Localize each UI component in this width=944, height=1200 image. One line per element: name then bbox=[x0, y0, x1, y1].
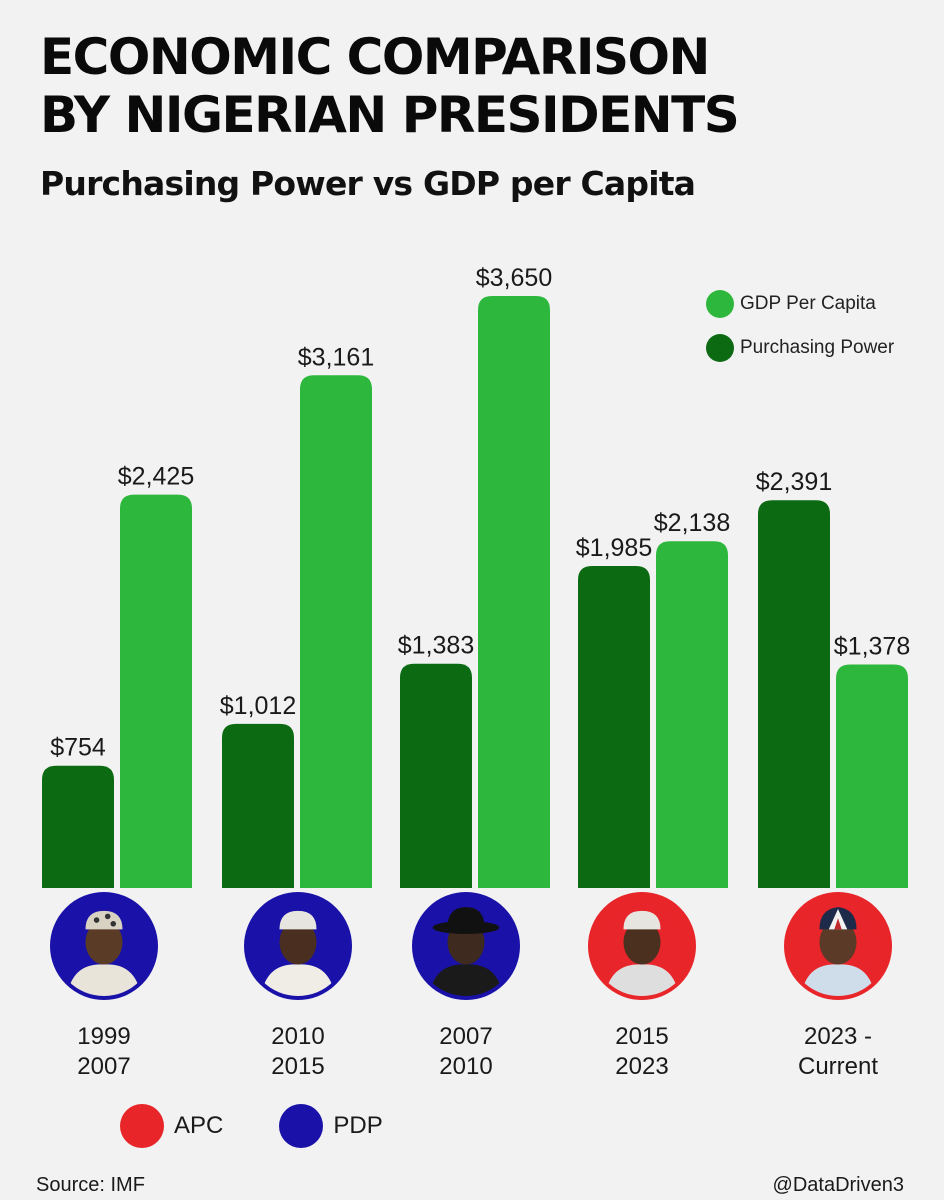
title-line-2: BY NIGERIAN PRESIDENTS bbox=[40, 86, 740, 144]
portrait-image bbox=[61, 903, 147, 996]
period-line-1: 2015 bbox=[615, 1023, 669, 1050]
legend-label-gdp: GDP Per Capita bbox=[740, 293, 876, 314]
data-label-gdp-per-capita-5: $1,378 bbox=[834, 632, 910, 660]
bar-purchasing-power-2 bbox=[222, 723, 294, 888]
portrait-image bbox=[255, 903, 341, 996]
period-line-1: 2010 bbox=[271, 1023, 325, 1050]
portrait-image bbox=[795, 903, 881, 996]
data-label-gdp-per-capita-1: $2,425 bbox=[118, 463, 194, 491]
president-1: 1999 2007 bbox=[24, 892, 184, 1082]
portrait-image bbox=[423, 903, 509, 996]
legend-dot-purchasing-power bbox=[706, 334, 734, 362]
bar-purchasing-power-5 bbox=[758, 500, 830, 888]
president-period: 2023 - Current bbox=[758, 1022, 918, 1082]
chart-legend: GDP Per Capita Purchasing Power bbox=[706, 282, 894, 370]
bar-gdp-per-capita-3 bbox=[478, 296, 550, 888]
period-line-2: 2010 bbox=[439, 1053, 493, 1080]
president-portrait-avatar bbox=[588, 892, 696, 1000]
chart-subtitle: Purchasing Power vs GDP per Capita bbox=[40, 164, 696, 203]
legend-dot-gdp bbox=[706, 290, 734, 318]
period-line-2: 2015 bbox=[271, 1053, 325, 1080]
period-line-2: Current bbox=[797, 1053, 879, 1080]
period-line-1: 1999 bbox=[77, 1023, 131, 1050]
period-line-2: 2023 bbox=[615, 1053, 669, 1080]
party-legend-apc: APC bbox=[120, 1104, 223, 1148]
party-label-pdp: PDP bbox=[333, 1112, 383, 1139]
president-2: 2010 2015 bbox=[218, 892, 378, 1082]
author-handle: @DataDriven3 bbox=[772, 1174, 904, 1196]
party-dot-apc bbox=[120, 1104, 164, 1148]
president-portrait-avatar bbox=[412, 892, 520, 1000]
title-line-1: ECONOMIC COMPARISON bbox=[40, 28, 710, 86]
period-line-1: 2023 - bbox=[803, 1023, 873, 1050]
page-title: ECONOMIC COMPARISON BY NIGERIAN PRESIDEN… bbox=[40, 28, 920, 144]
data-label-gdp-per-capita-4: $2,138 bbox=[654, 509, 730, 537]
party-label-apc: APC bbox=[174, 1112, 224, 1139]
data-label-purchasing-power-2: $1,012 bbox=[220, 692, 296, 720]
bar-purchasing-power-3 bbox=[400, 663, 472, 888]
period-line-1: 2007 bbox=[439, 1023, 493, 1050]
president-4: 2015 2023 bbox=[562, 892, 722, 1082]
source-note: Source: IMF bbox=[36, 1174, 145, 1196]
data-label-gdp-per-capita-2: $3,161 bbox=[298, 343, 374, 371]
bar-gdp-per-capita-1 bbox=[120, 494, 192, 888]
bar-gdp-per-capita-4 bbox=[656, 541, 728, 888]
data-label-purchasing-power-4: $1,985 bbox=[576, 534, 652, 562]
bar-gdp-per-capita-5 bbox=[836, 664, 908, 888]
president-row: 1999 2007 2010 2015 2007 2010 2015 2023 … bbox=[0, 892, 944, 1092]
data-label-purchasing-power-1: $754 bbox=[50, 734, 106, 762]
bar-gdp-per-capita-2 bbox=[300, 375, 372, 888]
legend-item-gdp: GDP Per Capita bbox=[706, 282, 894, 326]
party-dot-pdp bbox=[279, 1104, 324, 1148]
president-portrait-avatar bbox=[244, 892, 352, 1000]
data-label-gdp-per-capita-3: $3,650 bbox=[476, 264, 552, 292]
president-period: 2015 2023 bbox=[562, 1022, 722, 1082]
president-portrait-avatar bbox=[784, 892, 892, 1000]
party-legend-pdp: PDP bbox=[279, 1104, 383, 1148]
president-period: 2007 2010 bbox=[386, 1022, 546, 1082]
legend-label-purchasing-power: Purchasing Power bbox=[740, 337, 895, 358]
data-label-purchasing-power-5: $2,391 bbox=[756, 468, 832, 496]
data-label-purchasing-power-3: $1,383 bbox=[398, 632, 474, 660]
party-legend: APC PDP bbox=[120, 1104, 439, 1148]
period-line-2: 2007 bbox=[77, 1053, 131, 1080]
president-5: 2023 - Current bbox=[758, 892, 918, 1082]
president-portrait-avatar bbox=[50, 892, 158, 1000]
portrait-image bbox=[599, 903, 685, 996]
president-period: 2010 2015 bbox=[218, 1022, 378, 1082]
bar-purchasing-power-1 bbox=[42, 765, 114, 888]
bar-purchasing-power-4 bbox=[578, 566, 650, 888]
president-3: 2007 2010 bbox=[386, 892, 546, 1082]
legend-item-purchasing-power: Purchasing Power bbox=[706, 326, 894, 370]
bar-chart: $754 $2,425 $1,012 $3,161 $1,383 $3,650 $1,985… bbox=[42, 264, 910, 888]
president-period: 1999 2007 bbox=[24, 1022, 184, 1082]
